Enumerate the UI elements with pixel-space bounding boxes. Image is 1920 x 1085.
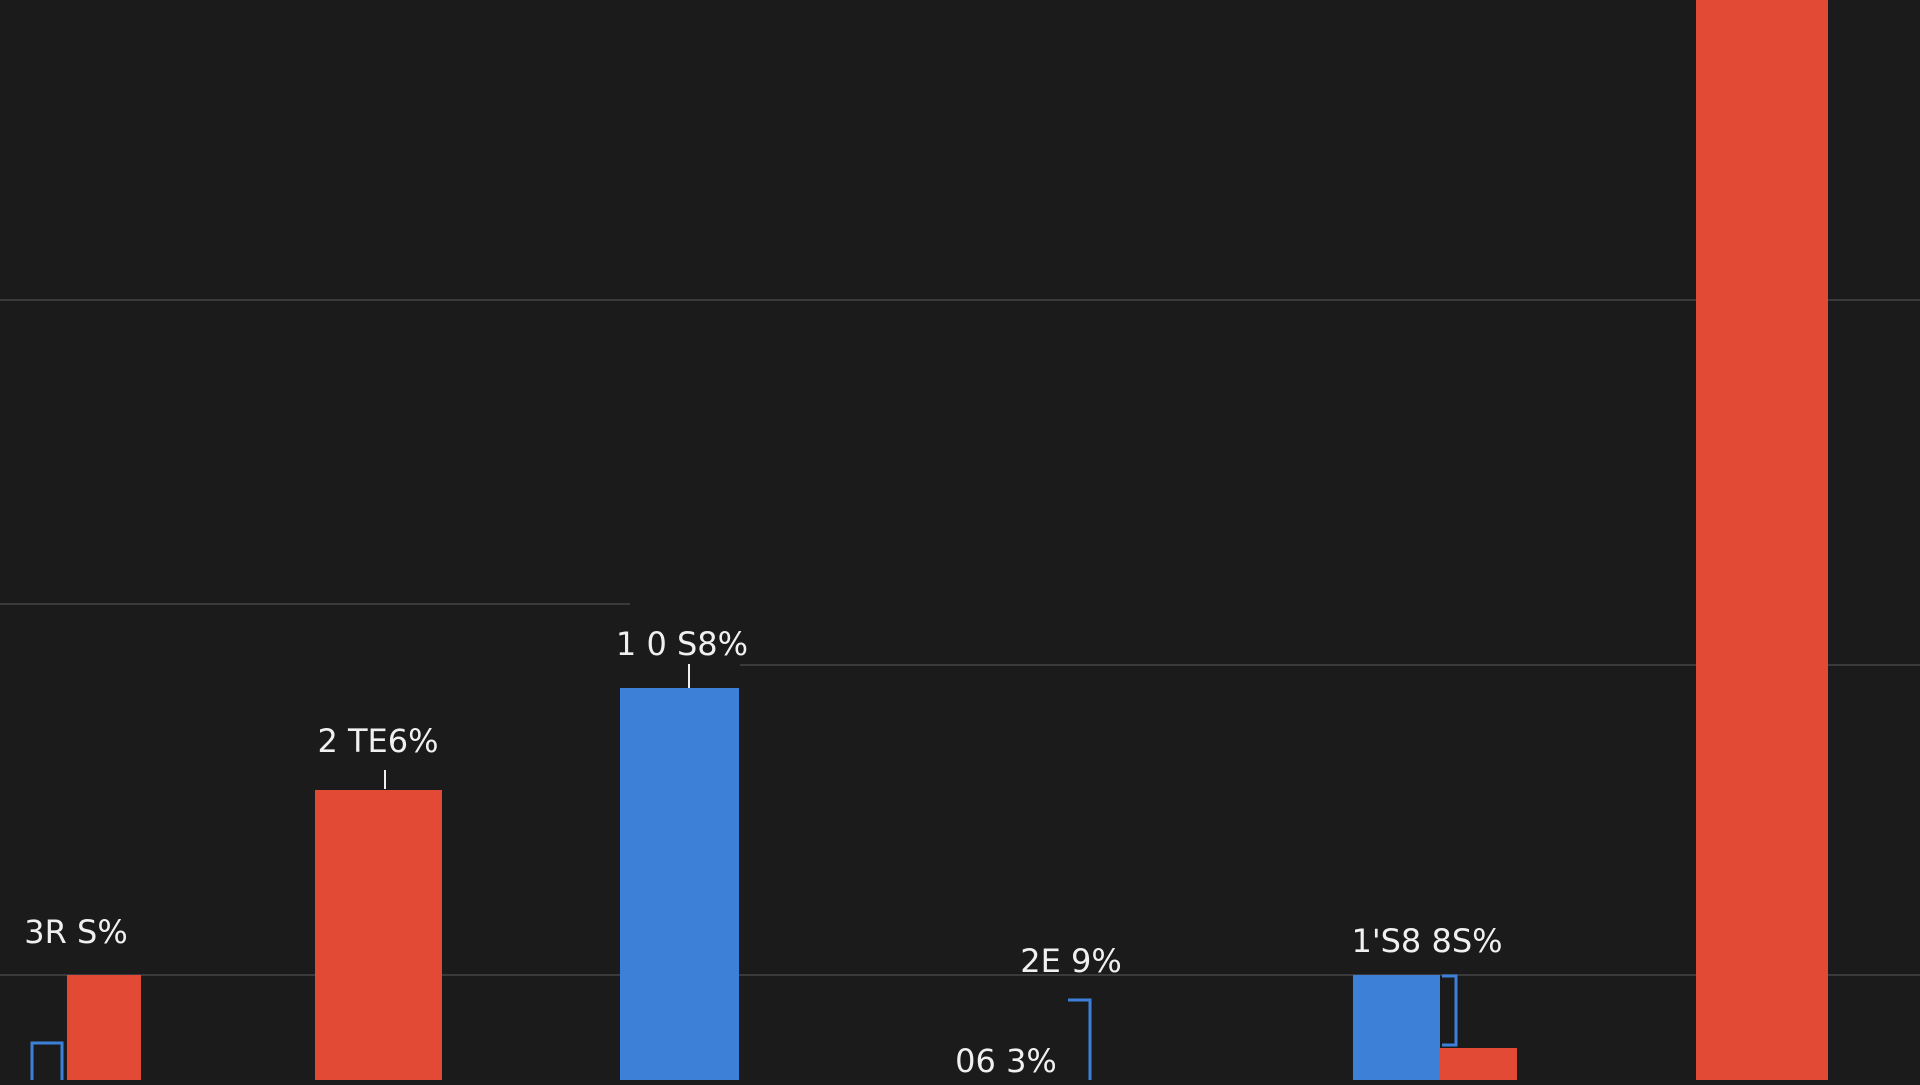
data-label-2: 2 TE6%: [317, 722, 438, 760]
bracket-3: [1442, 974, 1458, 1047]
data-label-3: 1 0 S8%: [616, 625, 748, 663]
data-labels: 3R S% 2 TE6% 1 0 S8% 2E 9% 06 3% 1'S8 8S%: [24, 625, 1502, 1080]
bar-red-4: [1696, 0, 1828, 1080]
bar-red-3: [1440, 1048, 1517, 1080]
bar-blue-1: [620, 688, 739, 1080]
bars: [67, 0, 1828, 1080]
data-label-6: 1'S8 8S%: [1351, 922, 1502, 960]
data-label-1: 3R S%: [24, 913, 127, 951]
label-brackets: [30, 664, 1458, 1080]
bracket-1: [30, 1041, 64, 1080]
gridlines: [0, 299, 1920, 976]
bar-red-1: [67, 975, 141, 1080]
bracket-2: [1068, 998, 1092, 1080]
bar-red-2: [315, 790, 442, 1080]
data-label-5: 06 3%: [955, 1042, 1057, 1080]
data-label-4: 2E 9%: [1020, 942, 1122, 980]
bar-blue-2: [1353, 975, 1440, 1080]
